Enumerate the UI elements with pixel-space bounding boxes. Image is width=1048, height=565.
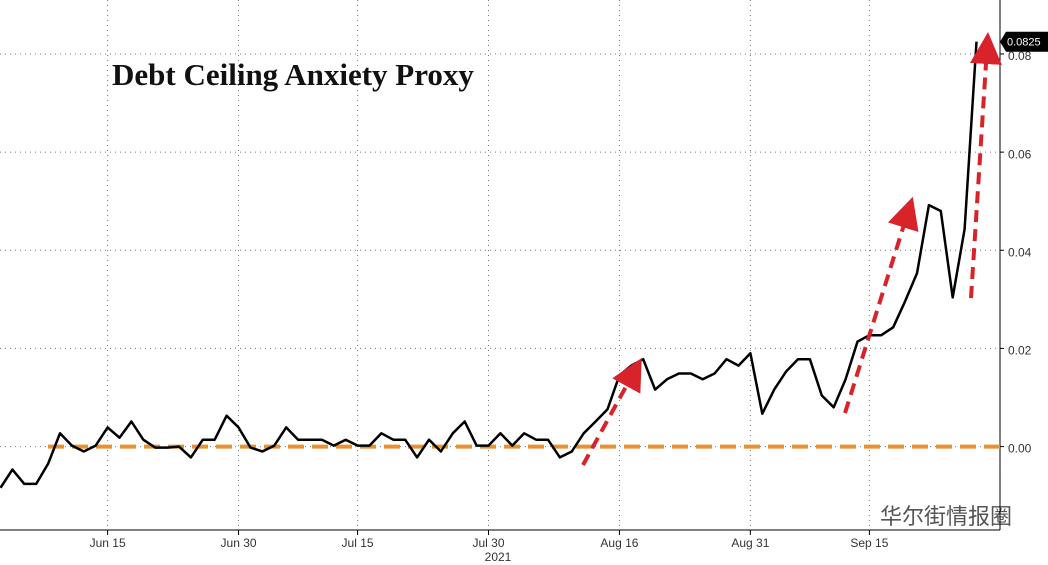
line — [0, 41, 978, 489]
x-tick-label: Jul 30 — [472, 536, 504, 550]
watermark: 华尔街情报圈 — [880, 504, 1012, 529]
arrow — [581, 357, 642, 466]
last-value-label: 0.0825 — [1007, 37, 1041, 49]
x-tick-label: Sep 15 — [850, 536, 888, 550]
x-tick-label: Jun 30 — [221, 536, 257, 550]
arrow — [969, 32, 1002, 299]
y-tick-label: 0.00 — [1008, 442, 1032, 456]
x-tick-label: Jun 15 — [90, 536, 126, 550]
y-tick-label: 0.02 — [1008, 344, 1032, 358]
arrow — [843, 196, 919, 414]
x-tick-label: Aug 16 — [600, 536, 638, 550]
arrows — [581, 32, 1002, 466]
chart-title: Debt Ceiling Anxiety Proxy — [112, 57, 474, 92]
y-tick-label: 0.04 — [1008, 245, 1032, 259]
last-value-tag — [1000, 31, 1048, 52]
x-axis-label: 2021 — [485, 550, 512, 564]
y-tick-label: 0.08 — [1008, 49, 1032, 63]
x-tick-label: Jul 15 — [342, 536, 374, 550]
x-tick-label: Aug 31 — [731, 536, 769, 550]
y-tick-label: 0.06 — [1008, 147, 1032, 161]
